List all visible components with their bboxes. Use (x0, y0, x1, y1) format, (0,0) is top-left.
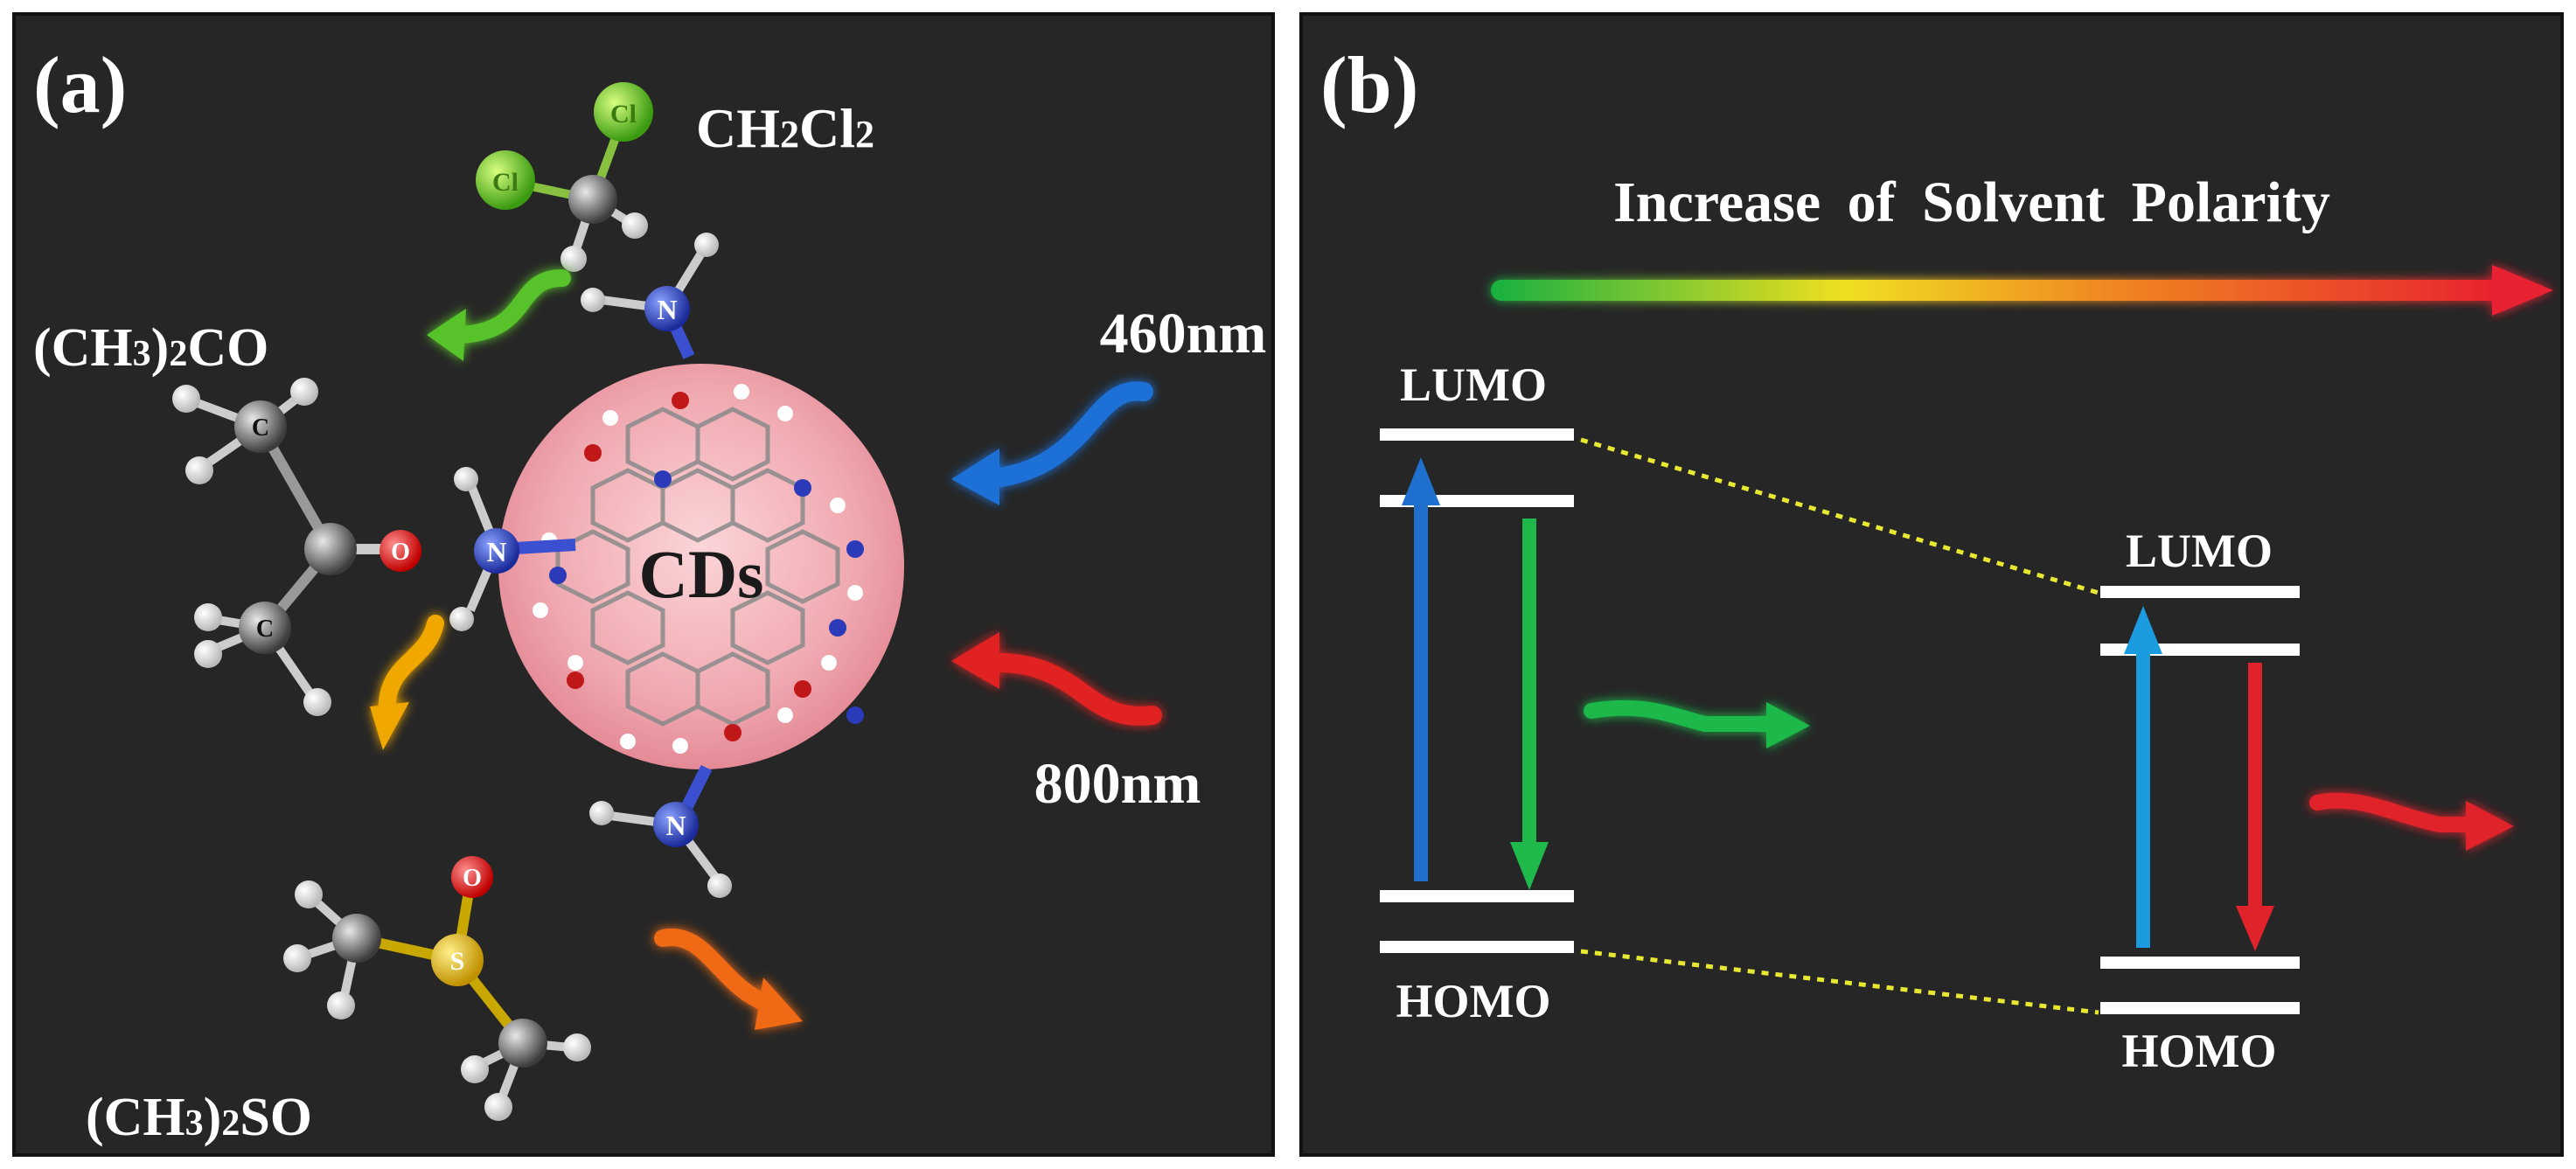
panel-a-label: (a) (33, 40, 127, 129)
excitation-label-460nm: 460nm (1100, 302, 1267, 365)
carbon-dot-particle: CDs (498, 364, 904, 769)
left-homo-level-upper (1380, 890, 1574, 902)
right-absorption-arrow (2124, 606, 2162, 948)
left-emission-arrow (1510, 518, 1549, 890)
right-homo-label: HOMO (2122, 1025, 2277, 1077)
ch2cl2-formula-label: CH2Cl2 (696, 97, 874, 159)
left-lumo-label: LUMO (1400, 358, 1547, 411)
excitation-arrow-800nm (951, 632, 1162, 726)
amine-n-left: N (486, 536, 506, 567)
amine-n-bottom: N (665, 810, 686, 841)
right-lumo-level-upper (2100, 586, 2300, 598)
amine-group-bottom: N (589, 764, 732, 898)
left-lumo-level-upper (1380, 428, 1574, 441)
left-homo-label: HOMO (1396, 975, 1551, 1027)
left-emitted-light-arrow (1584, 699, 1810, 748)
panel-a: (a) (12, 12, 1275, 1157)
acetone-molecule: C C O (172, 378, 421, 716)
cl-atom-2: Cl (492, 168, 519, 197)
panel-b-label: (b) (1320, 40, 1418, 129)
dmso-molecule: S O (283, 856, 591, 1121)
acetone-o-atom: O (391, 539, 410, 566)
amine-n-top: N (657, 294, 677, 325)
emission-arrow-dmso (654, 929, 803, 1030)
polarity-label: Increase of Solvent Polarity (1613, 170, 2330, 234)
cds-label: CDs (638, 536, 763, 612)
panel-a-canvas: (a) (33, 40, 1267, 1147)
homo-shift-dotted-line (1580, 949, 2099, 1015)
lumo-shift-dotted-line (1580, 437, 2099, 595)
excitation-label-800nm: 800nm (1034, 752, 1201, 816)
excitation-arrow-460nm (951, 381, 1153, 505)
left-homo-level-lower (1380, 941, 1574, 953)
polarity-gradient-arrow (1491, 265, 2553, 316)
right-homo-level-upper (2100, 957, 2300, 969)
right-emitted-light-arrow (2309, 792, 2514, 851)
emission-arrow-ch2cl2 (427, 269, 571, 361)
emission-arrow-acetone (370, 615, 444, 750)
acetone-c-atom-1: C (252, 414, 269, 442)
acetone-c-atom-2: C (256, 616, 274, 643)
panel-b-canvas: (b) Increase of Solvent Polarity LUMO HO… (1320, 40, 2553, 1077)
right-emission-arrow (2236, 663, 2274, 951)
acetone-formula-label: (CH3)2CO (33, 318, 268, 378)
right-homo-level-lower (2100, 1002, 2300, 1014)
right-lumo-label: LUMO (2126, 525, 2273, 577)
amine-group-top: N (581, 233, 719, 359)
dmso-formula-label: (CH3)2SO (86, 1088, 312, 1147)
dichloromethane-molecule: Cl Cl (476, 82, 653, 272)
left-absorption-arrow (1402, 457, 1440, 881)
amine-group-left: N (449, 467, 576, 631)
cl-atom-1: Cl (610, 100, 637, 129)
panel-b: (b) Increase of Solvent Polarity LUMO HO… (1299, 12, 2564, 1157)
dmso-s-atom: S (450, 947, 465, 976)
dmso-o-atom: O (463, 865, 482, 892)
